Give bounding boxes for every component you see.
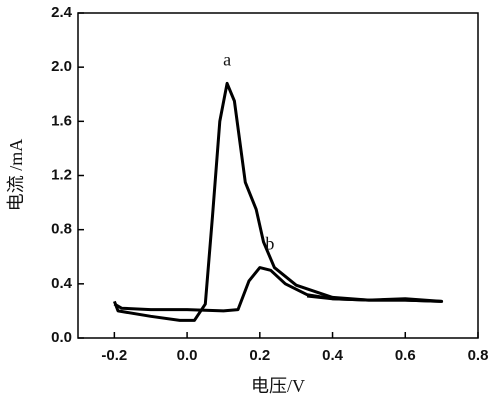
y-tick-label: 2.4 (51, 4, 73, 21)
y-tick-label: 0.0 (51, 329, 72, 346)
y-tick-label: 1.2 (51, 166, 72, 183)
plot-frame (77, 12, 479, 339)
data-line (113, 266, 442, 313)
x-tick-label: 0.8 (468, 347, 489, 364)
series-label: a (223, 50, 231, 70)
y-tick-label: 0.8 (51, 221, 72, 238)
x-tick-label: 0.0 (177, 347, 198, 364)
y-tick-label: 2.0 (51, 58, 72, 75)
x-axis-label: 电压/V (251, 376, 305, 396)
y-axis-label: 电流 /mA (6, 139, 26, 212)
x-tick-label: -0.2 (101, 347, 127, 364)
y-tick-label: 1.6 (51, 112, 72, 129)
series-label: b (265, 234, 274, 254)
x-tick-label: 0.4 (322, 347, 344, 364)
x-tick-label: 0.2 (249, 347, 270, 364)
y-tick-label: 0.4 (51, 275, 73, 292)
x-tick-label: 0.6 (395, 347, 416, 364)
data-line (112, 81, 444, 322)
